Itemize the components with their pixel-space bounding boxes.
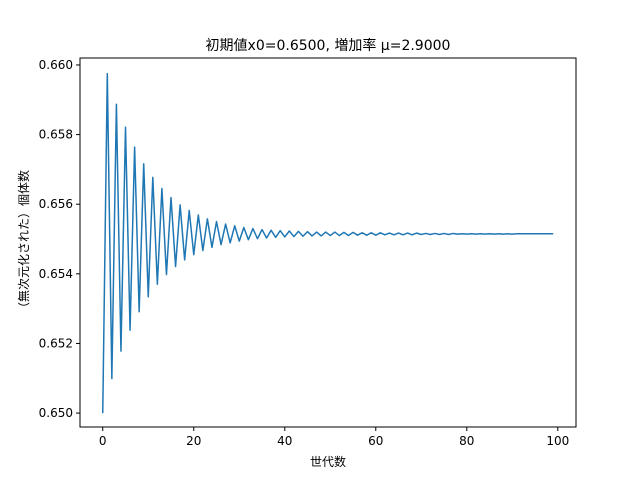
- y-tick-label: 0.652: [39, 336, 73, 350]
- y-tick-label: 0.656: [39, 197, 73, 211]
- y-tick-label: 0.650: [39, 406, 73, 420]
- y-tick-label: 0.654: [39, 267, 73, 281]
- x-tick-label: 20: [186, 434, 201, 448]
- y-tick-label: 0.660: [39, 58, 73, 72]
- plot-frame: [79, 57, 577, 428]
- x-axis: 0 20 40 60 80 100: [99, 427, 569, 448]
- plot-area: 0 20 40 60 80 100 0.6500.6520.6540.6560.6580.…: [39, 57, 577, 448]
- y-axis: 0.650 0.652 0.654 0.656 0.658 0.660: [39, 58, 80, 420]
- y-axis-label: （無次元化された）個体数: [16, 170, 31, 314]
- x-tick-label: 80: [459, 434, 474, 448]
- x-tick-label: 40: [277, 434, 292, 448]
- chart-title: 初期値x0=0.6500, 増加率 μ=2.9000: [206, 37, 451, 54]
- population-series-line: [102, 72, 554, 414]
- x-tick-label: 100: [546, 434, 569, 448]
- x-tick-label: 0: [99, 434, 107, 448]
- x-axis-label: 世代数: [310, 454, 346, 469]
- x-tick-label: 60: [368, 434, 383, 448]
- y-tick-label: 0.658: [39, 128, 73, 142]
